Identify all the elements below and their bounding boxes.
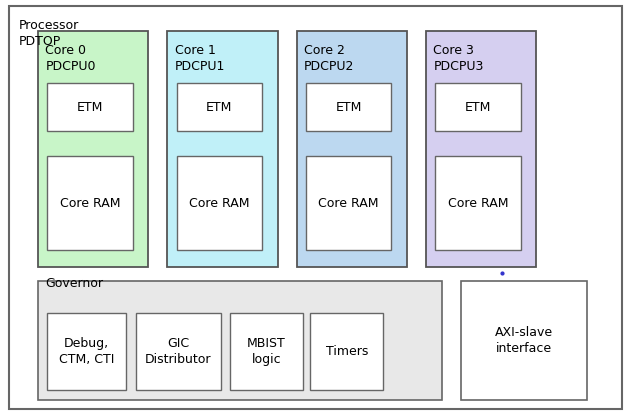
Text: Core RAM: Core RAM (448, 197, 508, 210)
Text: ETM: ETM (465, 101, 491, 114)
Text: GIC
Distributor: GIC Distributor (145, 337, 211, 366)
Text: Debug,
CTM, CTI: Debug, CTM, CTI (59, 337, 114, 366)
FancyBboxPatch shape (177, 156, 262, 250)
FancyBboxPatch shape (136, 313, 221, 390)
Text: ETM: ETM (206, 101, 232, 114)
FancyBboxPatch shape (167, 31, 278, 267)
FancyBboxPatch shape (306, 83, 391, 131)
FancyBboxPatch shape (310, 313, 383, 390)
FancyBboxPatch shape (47, 156, 133, 250)
FancyBboxPatch shape (461, 281, 587, 400)
FancyBboxPatch shape (47, 313, 126, 390)
Text: ETM: ETM (77, 101, 103, 114)
Text: Core 1
PDCPU1: Core 1 PDCPU1 (175, 44, 225, 73)
Text: Core RAM: Core RAM (319, 197, 379, 210)
FancyBboxPatch shape (306, 156, 391, 250)
Text: Processor
PDTOP: Processor PDTOP (19, 19, 79, 48)
Text: Core 2
PDCPU2: Core 2 PDCPU2 (304, 44, 355, 73)
FancyBboxPatch shape (47, 83, 133, 131)
FancyBboxPatch shape (435, 156, 521, 250)
Text: Core 0
PDCPU0: Core 0 PDCPU0 (45, 44, 96, 73)
FancyBboxPatch shape (38, 31, 148, 267)
FancyBboxPatch shape (9, 6, 622, 409)
Text: Governor: Governor (45, 277, 103, 290)
FancyBboxPatch shape (426, 31, 536, 267)
Text: Core RAM: Core RAM (189, 197, 249, 210)
FancyBboxPatch shape (435, 83, 521, 131)
FancyBboxPatch shape (38, 281, 442, 400)
FancyBboxPatch shape (297, 31, 407, 267)
Text: MBIST
logic: MBIST logic (247, 337, 286, 366)
FancyBboxPatch shape (177, 83, 262, 131)
Text: ETM: ETM (336, 101, 362, 114)
Text: Core RAM: Core RAM (60, 197, 120, 210)
Text: Core 3
PDCPU3: Core 3 PDCPU3 (433, 44, 484, 73)
Text: Timers: Timers (326, 345, 368, 358)
Text: AXI-slave
interface: AXI-slave interface (495, 327, 553, 355)
FancyBboxPatch shape (230, 313, 303, 390)
